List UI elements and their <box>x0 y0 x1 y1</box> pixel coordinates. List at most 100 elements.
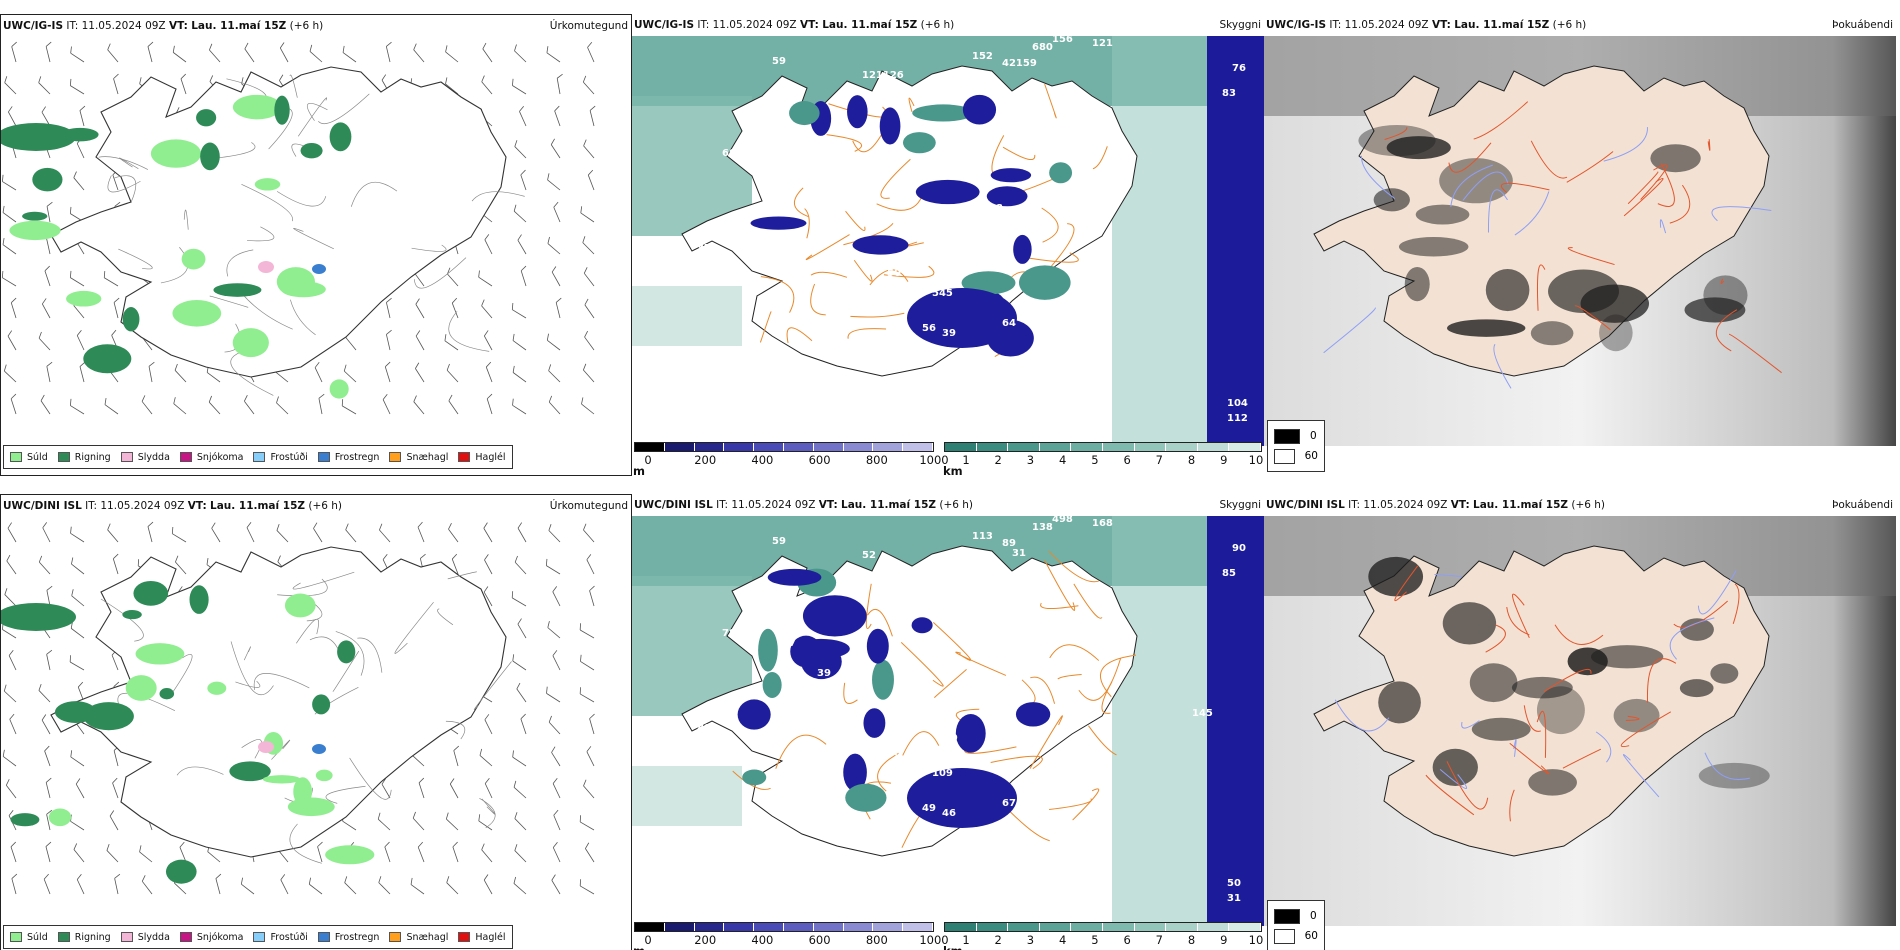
fog-shading <box>1368 556 1770 796</box>
wind-barb <box>512 750 527 767</box>
wind-barb <box>70 750 85 767</box>
fog-patch <box>1398 236 1469 257</box>
wind-barb <box>208 395 221 415</box>
visibility-value-label: 159 <box>937 733 958 744</box>
wind-barb <box>478 270 493 287</box>
visibility-value-label: 56 <box>982 683 996 694</box>
visibility-value-label: 42159 <box>1002 58 1037 69</box>
wind-barb <box>40 394 51 415</box>
fog-patch <box>1680 618 1714 641</box>
precip-blob <box>329 379 349 399</box>
wind-barb <box>554 105 561 127</box>
visibility-blob <box>1049 162 1073 184</box>
fog-patch <box>1710 663 1739 684</box>
wind-barb <box>551 266 561 287</box>
panel-header: UWC/IG-IS IT: 11.05.2024 09Z VT: Lau. 11… <box>1264 14 1896 36</box>
visibility-value-label: 46 <box>892 733 906 744</box>
visibility-value-label: 44 <box>937 253 951 264</box>
init-time-label: IT: <box>85 500 98 512</box>
road-network <box>732 550 1137 848</box>
legend-item: Snæhagl <box>389 452 448 463</box>
precip-blob <box>122 307 140 332</box>
wind-barb <box>172 45 187 63</box>
wind-barb <box>514 812 527 831</box>
wind-barb <box>44 265 51 287</box>
wind-barb <box>553 201 561 223</box>
visibility-blob <box>907 768 1017 828</box>
wind-barb <box>2 237 17 255</box>
map-panel-visibility: UWC/DINI ISL IT: 11.05.2024 09Z VT: Lau.… <box>632 494 1264 950</box>
visibility-blob <box>866 628 889 664</box>
precip-blob <box>196 109 217 127</box>
wind-barb <box>179 841 187 863</box>
wind-barb <box>483 330 493 351</box>
fog-legend-row: 0 <box>1274 426 1318 446</box>
valid-time: Lau. 11.maí 15Z <box>841 499 937 511</box>
fog-patch <box>1439 158 1513 204</box>
visibility-blob <box>1013 234 1032 264</box>
precip-type-legend: Súld Rigning Slydda Snjókoma Frostúði <box>3 925 513 949</box>
precip-blob <box>258 261 274 273</box>
wind-barb <box>520 713 527 735</box>
visibility-value-label: 112 <box>1227 413 1248 424</box>
visibility-blob <box>962 94 997 125</box>
fog-legend-row: 60 <box>1274 446 1318 466</box>
wind-barb <box>1 270 17 287</box>
visibility-value-label: 68 <box>817 188 831 199</box>
map-panel-fog: UWC/DINI ISL IT: 11.05.2024 09Z VT: Lau.… <box>1264 494 1896 950</box>
wind-barb <box>38 331 51 351</box>
wind-barb <box>46 585 53 607</box>
scale-tick: 7 <box>1155 453 1163 467</box>
wind-barb <box>314 362 323 383</box>
wind-barb <box>481 299 493 319</box>
scale-colors <box>634 922 934 932</box>
wind-barb <box>2 749 17 767</box>
legend-swatch <box>179 932 192 942</box>
model-name: UWC/IG-IS <box>3 20 64 32</box>
visibility-value-label: 55 <box>817 318 831 329</box>
legend-swatch <box>57 452 70 462</box>
legend-label: Haglél <box>475 931 506 943</box>
wind-barb <box>583 779 595 799</box>
fog-patch <box>1511 676 1573 699</box>
precip-blob <box>133 580 169 606</box>
visibility-labels: 59 52 138 113 168 498 89 90 85 74 78 79 77 39 56 45 52 46… <box>697 516 1246 904</box>
wind-barb <box>545 558 561 575</box>
precip-blob <box>48 808 72 827</box>
precip-blob <box>9 220 61 241</box>
scale-tick: 2 <box>994 453 1002 467</box>
wind-barb <box>244 395 255 415</box>
scale-tick: 800 <box>865 453 888 467</box>
legend-item: Haglél <box>458 452 506 463</box>
valid-time-label: VT: <box>168 20 188 32</box>
product-name: Úrkomutegund <box>549 20 628 32</box>
visibility-value-label: 83 <box>1222 88 1236 99</box>
wind-barb <box>586 554 595 575</box>
legend-swatch <box>10 932 22 942</box>
wind-barb <box>415 362 425 383</box>
visibility-value-label: 71 <box>782 158 796 169</box>
fog-patch <box>1469 663 1518 703</box>
wind-barb <box>448 394 459 415</box>
wind-barb <box>6 554 17 575</box>
precip-blob <box>165 859 197 884</box>
wind-barb <box>512 398 527 415</box>
legend-item: Rigning <box>57 932 111 943</box>
wind-barb <box>579 815 595 831</box>
wind-barb <box>8 650 17 671</box>
visibility-value-label: 52 <box>862 550 876 561</box>
wind-barb <box>520 265 527 287</box>
wind-barb <box>113 73 119 95</box>
fog-patch <box>1415 204 1470 225</box>
legend-item: Frostúði <box>253 452 308 463</box>
scale-unit: km <box>943 944 963 950</box>
iceland-coastline <box>1313 545 1770 857</box>
fog-swatch <box>1274 928 1295 944</box>
map-area <box>1264 516 1896 926</box>
precip-blob <box>274 95 290 125</box>
fog-legend-value: 60 <box>1304 450 1318 462</box>
scale-tick: 2 <box>994 933 1002 947</box>
legend-swatch <box>458 932 471 942</box>
wind-barb <box>41 106 51 127</box>
wind-barb <box>451 297 459 319</box>
